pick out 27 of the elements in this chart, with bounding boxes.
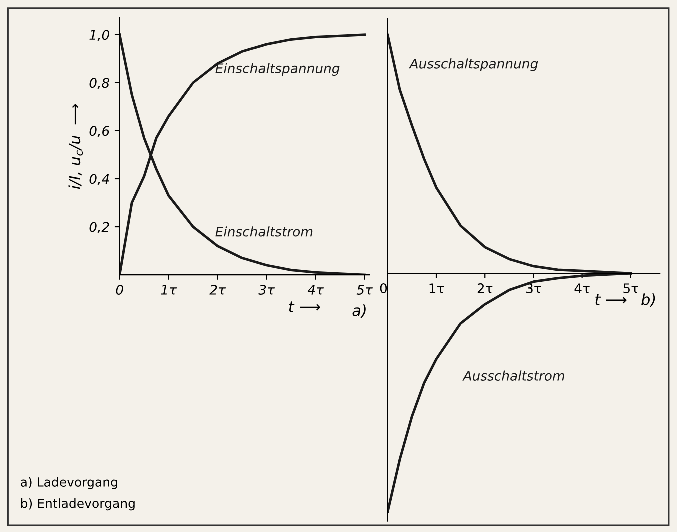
x-tick-label: 4τ [574,284,590,294]
x-tick-label: 5τ [356,285,373,295]
text: a) [352,304,366,318]
x-tick-label: 1τ [161,285,178,295]
y-tick-label: 1,0 [90,30,110,42]
series-label: Einschaltstrom [216,226,313,237]
x-tick-label: 1τ [430,284,444,294]
y-tick-label: 0,8 [90,78,110,90]
text: Ausschaltstrom [462,370,564,381]
y-tick-label: 0,2 [90,222,110,234]
y-tick-label: 0,4 [90,174,110,186]
text: b) Entladevorgang [21,498,135,511]
x-tick-label: 0 [380,284,388,294]
x-tick-label: 2τ [478,284,493,294]
series-label: Ausschaltspannung [409,58,538,72]
x-axis-title: t ⟶ [289,302,320,312]
x-axis-title: t ⟶ [596,294,627,306]
series-label: Einschaltspannung [216,63,340,76]
annotation: b) [642,294,656,308]
x-tick-label: 2τ [210,285,226,295]
x-tick-label: 3τ [258,285,276,295]
x-tick-label: 0 [116,285,124,295]
y-axis-title: i/I, u$_{c}$/u ⟶ [68,104,84,190]
x-tick-label: 4τ [308,285,324,295]
x-tick-label: 5τ [624,284,638,294]
y-tick-label: 0,6 [90,126,110,138]
text: a) Ladevorgang [21,477,118,490]
